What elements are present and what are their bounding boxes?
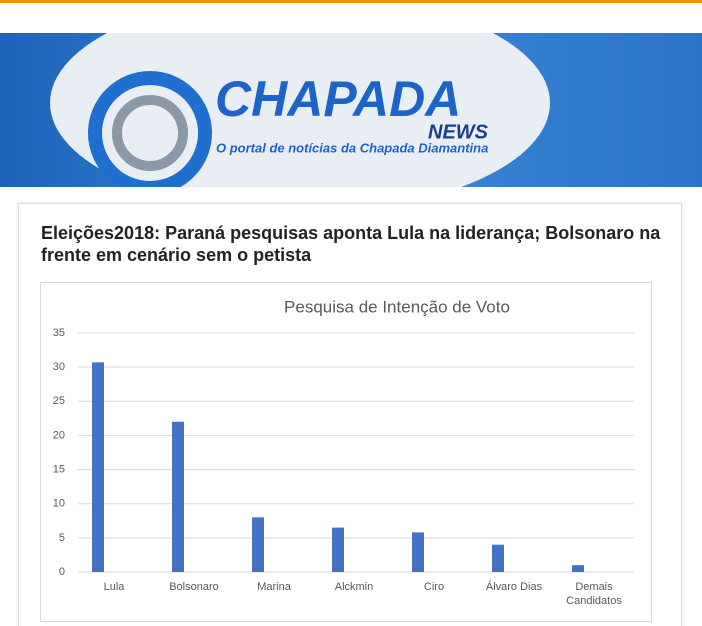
logo-text: CHAPADA [215,71,461,127]
chart-title: Pesquisa de Intenção de Voto [284,297,510,316]
y-tick-label: 35 [53,327,65,339]
bar [412,532,424,572]
logo-globe-inner [112,95,188,171]
logo-globe [88,71,212,187]
bar [572,565,584,572]
y-tick-label: 25 [53,395,65,407]
x-tick-label: Alckmin [334,581,374,593]
chart-svg: Pesquisa de Intenção de Voto 0 5 10 15 20 25 3… [53,297,634,578]
bar [92,362,104,572]
bar [172,421,184,572]
banner[interactable]: CHAPADA NEWS O portal de notícias da Cha… [0,33,702,187]
x-tick-label: Marina [257,581,291,593]
x-tick-label: Lula [103,581,125,593]
tagline: O portal de notícias da Chapada Diamanti… [216,140,488,155]
y-tick-label: 0 [59,566,65,578]
y-tick-label: 15 [53,463,65,475]
y-tick-label: 20 [53,429,65,441]
x-tick-label: Demais Candidatos [566,581,622,607]
x-tick-label: Bolsonaro [169,581,219,593]
bar [332,527,344,572]
x-tick-label: Álvaro Dias [485,581,543,593]
y-tick-label: 5 [59,532,65,544]
top-bar [0,0,702,3]
y-tick-label: 10 [53,498,65,510]
bar [252,517,264,572]
x-tick-label: Ciro [423,581,445,593]
banner-art: CHAPADA NEWS O portal de notícias da Cha… [50,33,550,187]
y-tick-label: 30 [53,361,65,373]
article-card: Eleições2018: Paraná pesquisas aponta Lu… [18,203,682,626]
chart: Pesquisa de Intenção de Voto 0 5 10 15 20 25 3… [40,282,652,622]
article-title[interactable]: Eleições2018: Paraná pesquisas aponta Lu… [41,223,661,265]
bar [492,544,504,572]
logo-sub: NEWS [428,121,489,143]
